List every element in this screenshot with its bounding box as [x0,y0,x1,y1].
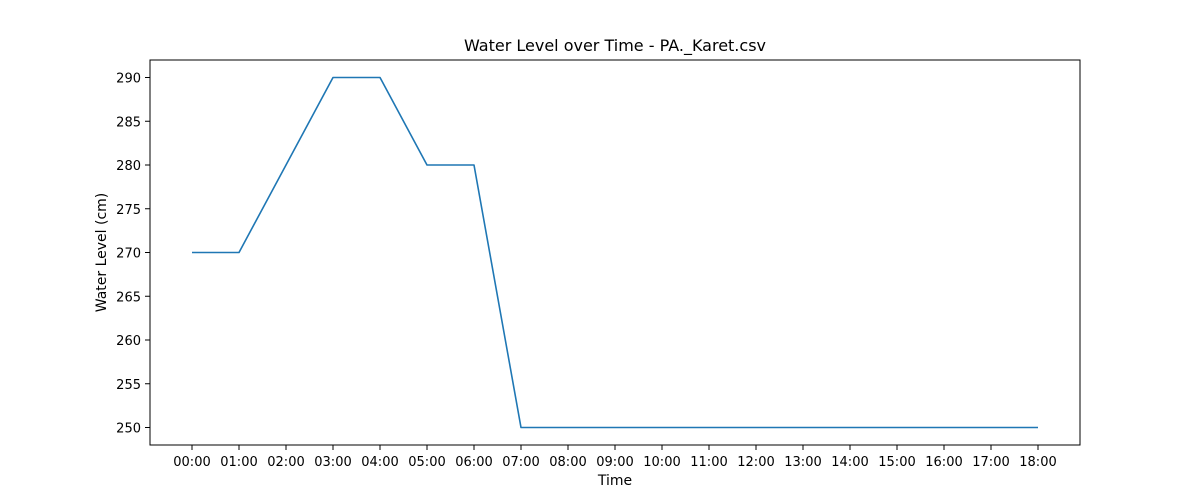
plot-area [149,59,1081,446]
x-tick-label: 11:00 [690,455,727,470]
y-tick-label: 280 [116,159,141,174]
series-layer [192,76,1038,429]
y-tick-label: 265 [116,290,141,305]
x-tick-label: 02:00 [267,455,304,470]
x-tick-label: 15:00 [878,455,915,470]
x-tick-label: 18:00 [1019,455,1056,470]
y-tick-label: 270 [116,247,141,262]
x-tick-label: 06:00 [455,455,492,470]
x-tick-label: 16:00 [925,455,962,470]
x-tick-label: 17:00 [972,455,1009,470]
chart-title: Water Level over Time - PA._Karet.csv [464,36,766,56]
x-tick-label: 03:00 [314,455,351,470]
x-tick-label: 05:00 [408,455,445,470]
x-tick-label: 04:00 [361,455,398,470]
x-tick-label: 12:00 [737,455,774,470]
x-tick-label: 14:00 [831,455,868,470]
x-tick-label: 07:00 [502,455,539,470]
y-tick-label: 255 [116,378,141,393]
x-axis: 00:00 01:00 02:00 03:00 04:00 05:00 06:00 07:00… [173,445,1057,470]
y-tick-label: 250 [116,422,141,437]
y-axis-label: Water Level (cm) [94,193,110,313]
y-axis: 250 255 260 265 270 275 280 285 290 [116,72,150,437]
x-tick-label: 13:00 [784,455,821,470]
x-tick-label: 01:00 [220,455,257,470]
x-tick-label: 09:00 [596,455,633,470]
x-tick-label: 10:00 [643,455,680,470]
x-tick-label: 08:00 [549,455,586,470]
series-line-0 [192,76,1038,429]
x-axis-label: Time [597,473,632,489]
y-tick-label: 290 [116,72,141,87]
x-tick-label: 00:00 [173,455,210,470]
y-tick-label: 275 [116,203,141,218]
y-tick-label: 260 [116,334,141,349]
y-tick-label: 285 [116,115,141,130]
